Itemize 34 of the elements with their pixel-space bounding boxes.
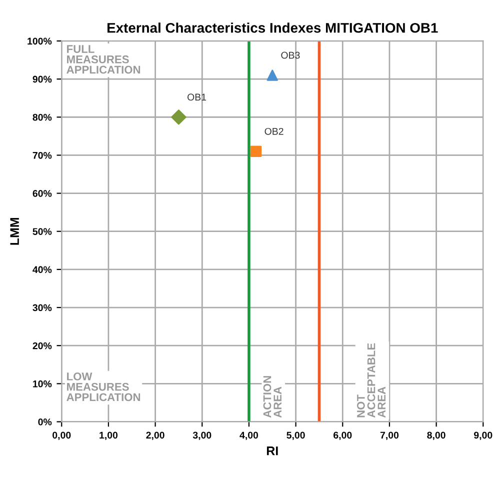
y-tick-label: 20%	[32, 342, 52, 350]
y-tick-label: 60%	[32, 190, 52, 197]
x-tick-label: 4,00	[240, 432, 258, 440]
x-tick-label: 9,00	[474, 432, 492, 440]
y-tick-label: 100%	[28, 38, 52, 45]
y-tick-label: 70%	[32, 152, 52, 159]
point	[171, 109, 186, 125]
series-label: OB2	[264, 128, 284, 135]
chart-title: External Characteristics Indexes MITIGATION OB1	[108, 22, 438, 33]
x-tick-label: 1,00	[100, 432, 118, 440]
annotation: NOT ACCEPTABLE AREA	[356, 343, 386, 418]
series-label: OB1	[188, 94, 206, 101]
x-tick-label: 3,00	[192, 432, 212, 440]
y-tick-label: 10%	[33, 380, 52, 388]
x-tick-label: 5,00	[286, 432, 305, 440]
x-tick-label: 7,00	[380, 432, 399, 440]
x-tick-label: 8,00	[427, 432, 446, 440]
y-tick-label: 40%	[32, 266, 52, 274]
x-tick-label: 2,00	[146, 432, 164, 440]
x-axis-title: RI	[266, 446, 278, 456]
annotation: FULL MEASURES APPLICATION	[66, 45, 140, 74]
y-tick-label: 50%	[32, 228, 52, 235]
x-tick-label: 6,00	[334, 432, 352, 440]
point	[266, 70, 278, 81]
y-tick-label: 30%	[32, 304, 52, 312]
y-tick-label: 80%	[32, 114, 52, 121]
y-tick-label: 90%	[32, 76, 52, 83]
x-tick-label: 0,00	[52, 432, 71, 440]
y-tick-label: 0%	[38, 418, 52, 426]
point	[250, 146, 262, 157]
y-axis-title: LMM	[10, 218, 19, 245]
annotation: ACTION AREA	[263, 376, 282, 418]
series-label: OB3	[281, 52, 300, 59]
annotation: LOW MEASURES APPLICATION	[66, 372, 140, 402]
